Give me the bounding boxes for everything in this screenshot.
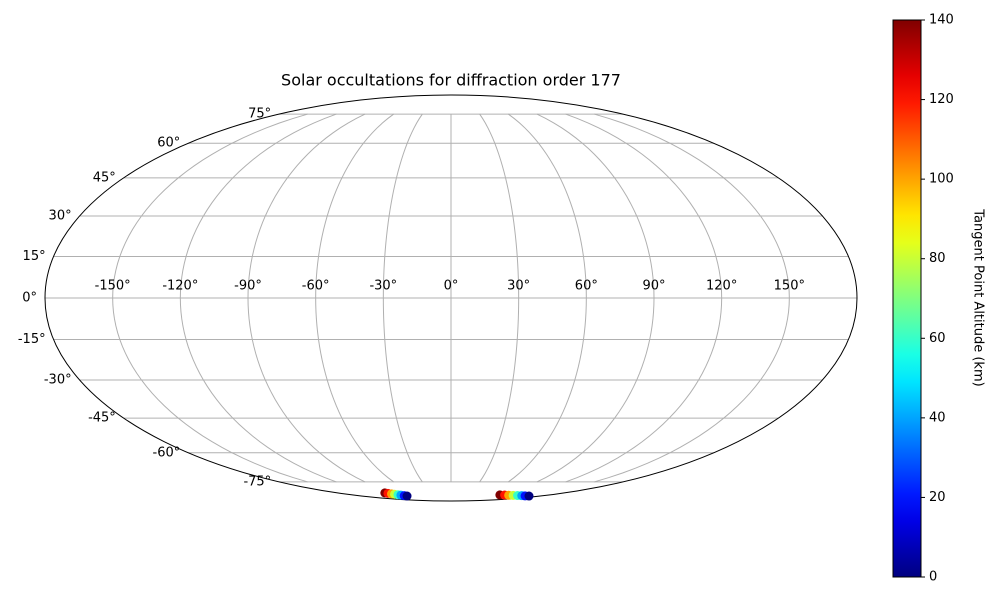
colorbar-tick-label: 40 (929, 410, 946, 425)
colorbar-tick-label: 100 (929, 172, 954, 187)
colorbar-tick-label: 120 (929, 92, 954, 107)
y-tick-label: 75° (248, 107, 271, 122)
colorbar-tick-label: 20 (929, 490, 946, 505)
y-tick-label: -75° (243, 474, 271, 489)
x-tick-label: 120° (706, 279, 737, 294)
y-tick-label: -30° (44, 373, 72, 388)
map-frame (44, 94, 858, 502)
grid-line (536, 113, 655, 483)
x-tick-label: -30° (369, 279, 397, 294)
y-tick-label: 45° (93, 170, 116, 185)
grid-line (315, 113, 395, 483)
grid-line (594, 113, 790, 483)
grid-line (112, 113, 308, 483)
x-tick-label: 60° (575, 279, 598, 294)
y-tick-label: 30° (49, 208, 72, 223)
x-tick-label: -90° (234, 279, 262, 294)
x-tick-label: 0° (444, 279, 459, 294)
y-tick-label: 0° (22, 291, 37, 306)
x-tick-label: 30° (507, 279, 530, 294)
grid-line (565, 113, 723, 483)
grid-line (507, 113, 587, 483)
y-tick-label: -15° (18, 332, 46, 347)
colorbar-tick-label: 0 (929, 570, 937, 585)
y-tick-label: 60° (157, 136, 180, 151)
x-tick-label: 90° (642, 279, 665, 294)
y-tick-label: -60° (153, 445, 181, 460)
grid-line (382, 113, 423, 483)
x-tick-label: -120° (162, 279, 198, 294)
grid-line (179, 113, 337, 483)
grid-line (247, 113, 366, 483)
colorbar-tick-label: 80 (929, 251, 946, 266)
colorbar-tick-label: 60 (929, 331, 946, 346)
chart-title: Solar occultations for diffraction order… (281, 71, 621, 90)
colorbar-tick-label: 140 (929, 13, 954, 28)
y-tick-label: 15° (23, 249, 46, 264)
x-tick-label: -60° (302, 279, 330, 294)
x-tick-label: 150° (774, 279, 805, 294)
point (524, 491, 534, 501)
x-tick-label: -150° (95, 279, 131, 294)
colorbar (892, 19, 922, 578)
point (402, 491, 412, 501)
y-tick-label: -45° (88, 411, 116, 426)
colorbar-label: Tangent Point Altitude (km) (971, 208, 986, 386)
grid-line (479, 113, 520, 483)
